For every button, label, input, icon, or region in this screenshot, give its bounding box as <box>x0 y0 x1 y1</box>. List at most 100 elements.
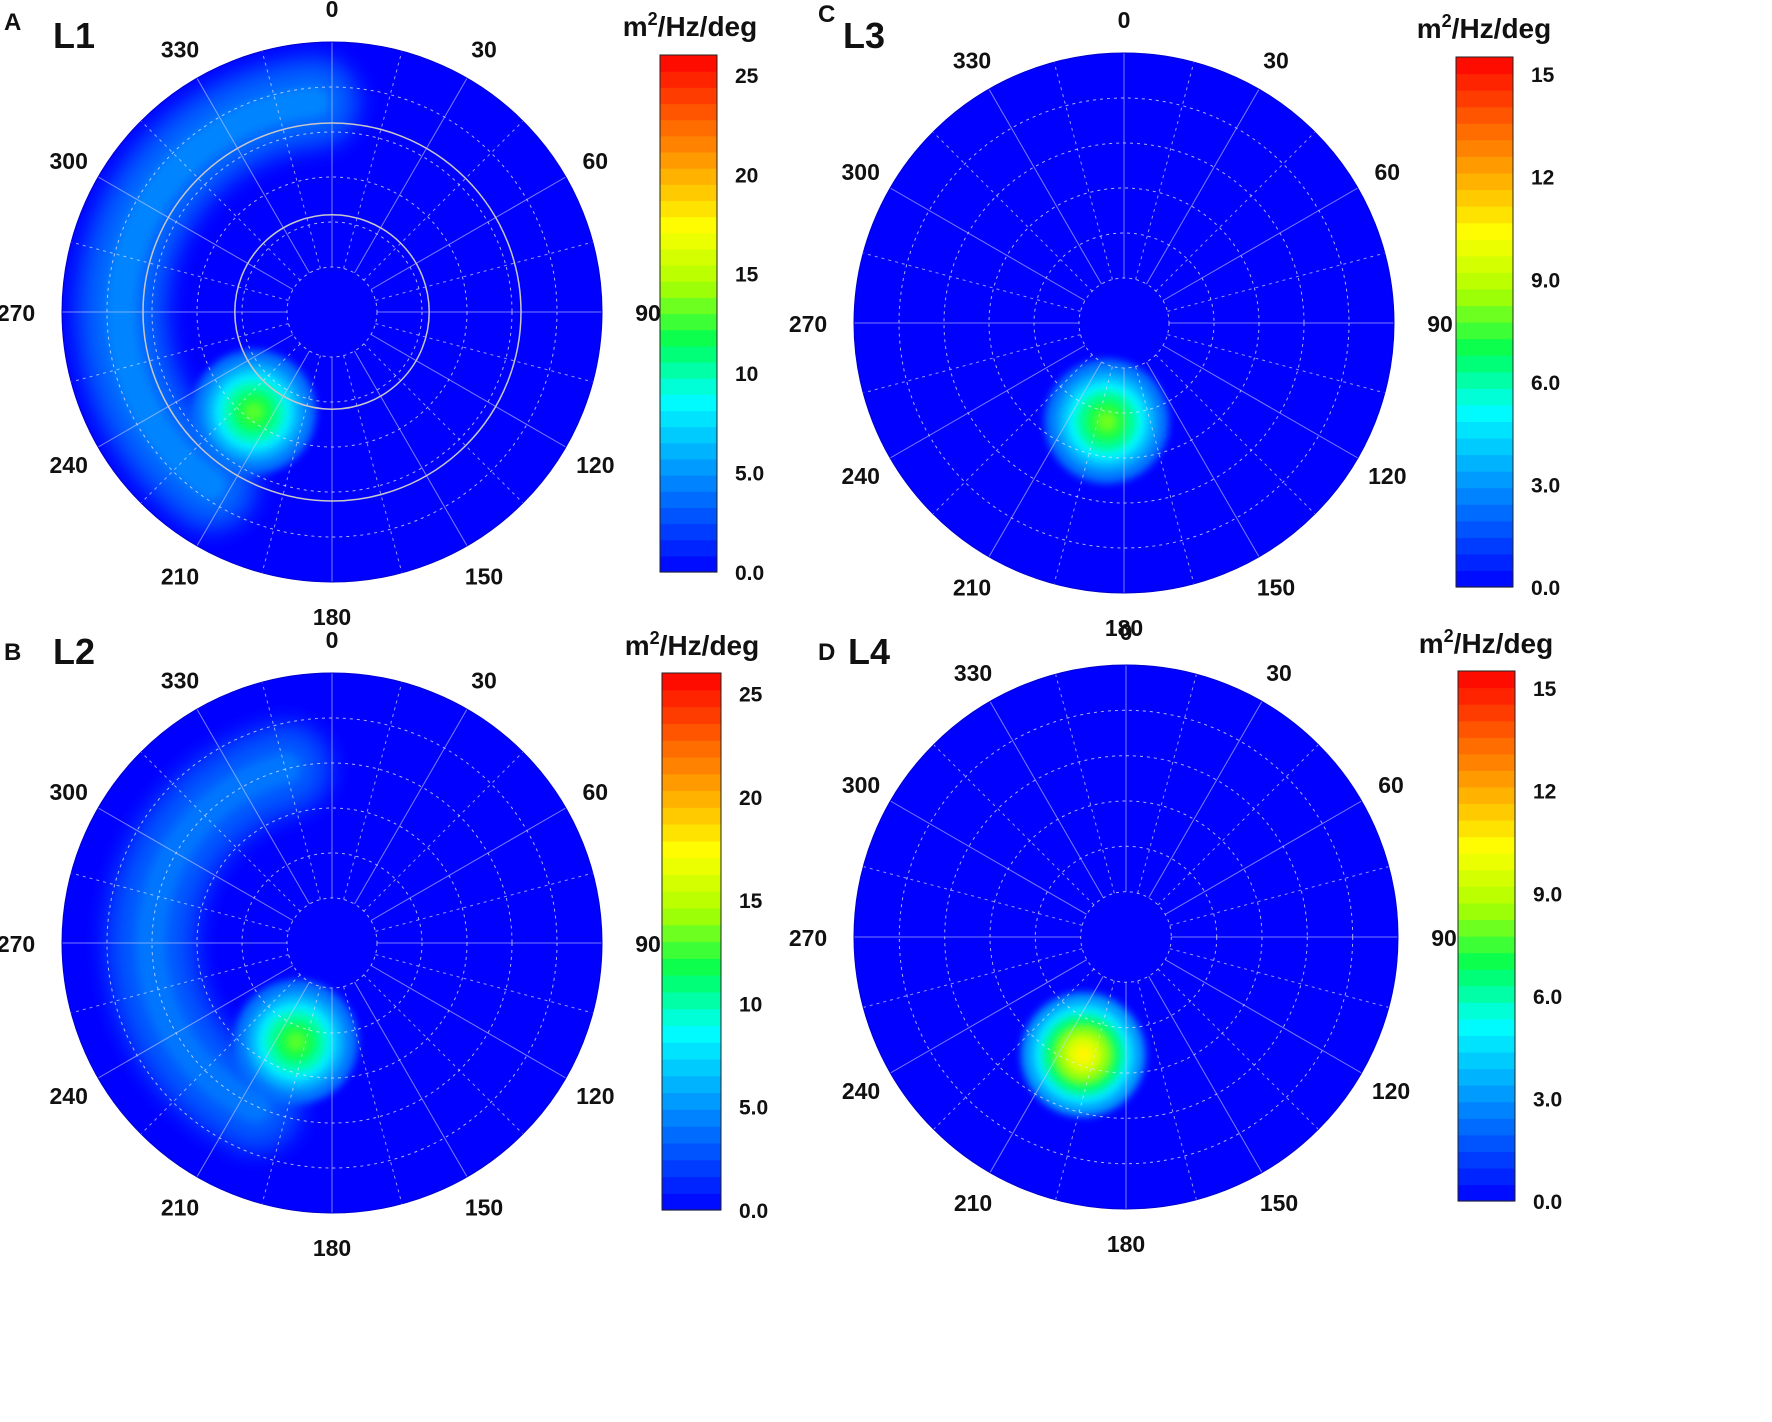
colorbar-tick: 25 <box>739 684 763 707</box>
panel-letter: B <box>4 639 21 666</box>
colorbar-band <box>662 689 721 708</box>
panel-letter: A <box>4 9 21 36</box>
energy-arc-core <box>137 754 300 1121</box>
grid-spoke <box>370 965 567 1079</box>
colorbar-band <box>660 135 717 153</box>
direction-tick-180: 180 <box>313 1235 351 1261</box>
grid-spoke <box>1155 131 1316 292</box>
grid-spoke <box>196 350 310 547</box>
direction-tick-0: 0 <box>326 627 339 653</box>
grid-spoke <box>988 361 1102 558</box>
polar-grid <box>854 665 1398 1209</box>
colorbar-band <box>1456 371 1513 389</box>
spectral-peak <box>234 979 358 1104</box>
direction-tick-210: 210 <box>161 1194 199 1220</box>
colorbar-band <box>660 248 717 266</box>
colorbar-band <box>1458 720 1515 738</box>
colorbar-band <box>662 740 721 758</box>
colorbar-band <box>662 1142 721 1161</box>
colorbar-band <box>660 539 717 557</box>
grid-spoke <box>354 77 468 274</box>
grid-spoke <box>1167 252 1385 312</box>
colorbar-band <box>1458 687 1515 705</box>
colorbar-band <box>660 265 717 282</box>
colorbar-band <box>662 941 721 959</box>
colorbar-band <box>1458 770 1515 788</box>
energy-arc-core <box>107 88 328 499</box>
colorbar-tick: 6.0 <box>1531 372 1560 395</box>
grid-spoke <box>363 343 524 504</box>
grid-spoke <box>889 345 1086 459</box>
panel-b: 0 30 60 90 120 150 180 210 240 270 300 330 B L2 0.0 5.0… <box>0 627 768 1261</box>
direction-labels: 0 30 60 90 120 150 180 210 240 270 300 330 <box>0 0 661 630</box>
colorbar-band <box>662 807 721 825</box>
colorbar-band <box>662 991 721 1010</box>
colorbar-band <box>660 168 717 185</box>
colorbar-unit-label: m2/Hz/deg <box>1419 626 1553 659</box>
grid-spoke <box>363 751 524 912</box>
grid-spoke <box>1169 948 1389 1008</box>
colorbar-band <box>1458 1002 1515 1020</box>
colorbar-band <box>1456 504 1513 522</box>
colorbar-frame <box>1455 56 1514 588</box>
grid-spoke <box>261 986 321 1204</box>
grid-spoke <box>140 751 301 912</box>
colorbar-band <box>660 71 717 88</box>
peak-contour-5 <box>286 1031 306 1052</box>
grid-spoke <box>354 981 468 1178</box>
panel-a: 0 30 60 90 120 150 180 210 240 270 300 330 A L1 0.0 5.0… <box>0 0 764 630</box>
direction-tick-120: 120 <box>576 452 614 478</box>
colorbar-band <box>662 1109 721 1127</box>
colorbar-unit-label: m2/Hz/deg <box>1417 11 1551 44</box>
colorbar-band <box>1458 1101 1515 1119</box>
grid-spoke <box>375 872 593 932</box>
panel-c: 0 30 60 90 120 150 180 210 240 270 300 330 C L3 0.0 3.0… <box>789 1 1560 641</box>
colorbar-band <box>1456 437 1513 456</box>
direction-tick-300: 300 <box>50 148 88 174</box>
colorbar-band <box>660 345 717 363</box>
colorbar-band <box>1458 836 1515 854</box>
overlay-ring <box>142 122 522 502</box>
colorbar: 0.0 3.0 6.0 9.0 12 15 m2/Hz/deg <box>1417 11 1560 600</box>
direction-tick-300: 300 <box>842 772 880 798</box>
grid-spoke <box>140 120 301 281</box>
colorbar-band <box>660 329 717 347</box>
colorbar-band <box>1456 156 1513 174</box>
grid-spoke <box>988 88 1102 285</box>
colorbar-band <box>1458 985 1515 1003</box>
colorbar-band <box>662 1092 721 1110</box>
colorbar-band <box>662 773 721 792</box>
colorbar-band <box>1458 936 1515 954</box>
colorbar-tick: 0.0 <box>735 562 764 585</box>
direction-tick-150: 150 <box>465 1194 503 1220</box>
spectral-peak <box>1021 992 1146 1117</box>
colorbar-band <box>660 410 717 428</box>
colorbar-band <box>662 907 721 926</box>
colorbar-band <box>1456 106 1513 124</box>
grid-spoke <box>1157 968 1319 1130</box>
colorbar-tick: 0.0 <box>739 1200 768 1223</box>
direction-tick-270: 270 <box>789 925 827 951</box>
colorbar-band <box>662 1042 721 1060</box>
colorbar-band <box>1458 1035 1515 1053</box>
grid-spoke <box>1167 334 1385 394</box>
direction-tick-180: 180 <box>313 604 351 630</box>
panel-letter: C <box>818 1 835 28</box>
colorbar-band <box>1458 1085 1515 1103</box>
panel-title: L1 <box>53 15 95 56</box>
panel-letter: D <box>818 639 835 666</box>
panel-title: L3 <box>843 15 885 56</box>
colorbar-band <box>662 958 721 976</box>
grid-spoke <box>1162 345 1359 459</box>
grid-spoke <box>1053 62 1113 280</box>
polar-grid <box>62 42 602 582</box>
colorbar-band <box>1456 471 1513 489</box>
colorbar-band <box>662 924 721 943</box>
colorbar-band <box>1456 206 1513 224</box>
colorbar-tick: 0.0 <box>1531 577 1560 600</box>
colorbar-band <box>662 975 721 993</box>
grid-spoke <box>863 866 1083 926</box>
colorbar-band <box>1456 404 1513 422</box>
colorbar-band <box>662 1159 721 1178</box>
